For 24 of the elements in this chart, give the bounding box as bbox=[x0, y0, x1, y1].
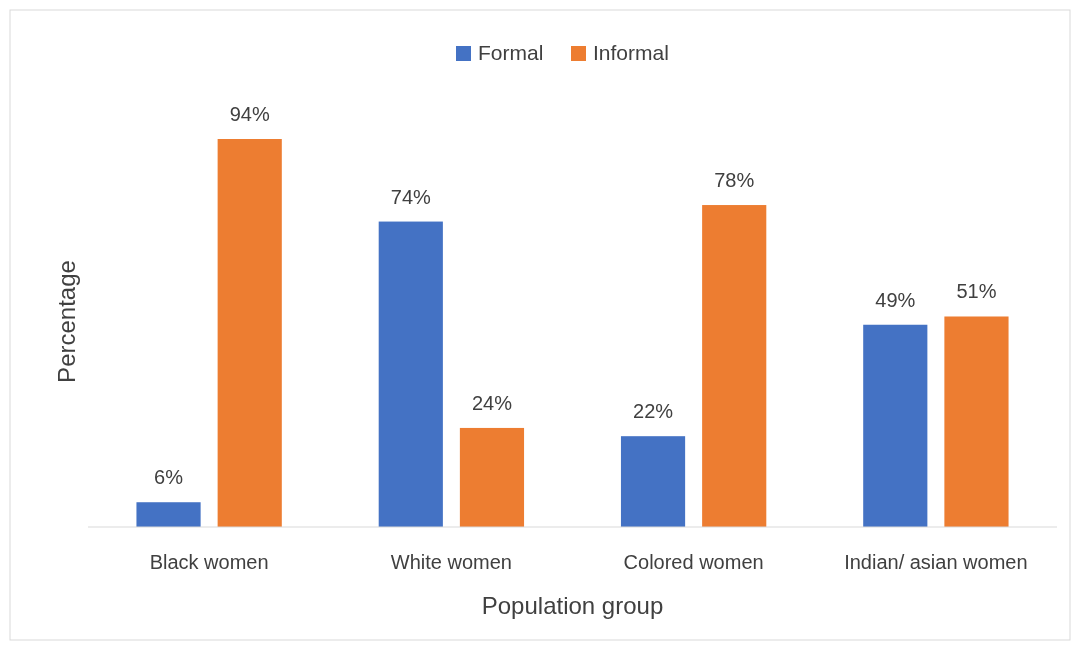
data-label: 49% bbox=[875, 288, 916, 311]
x-axis-title: Population group bbox=[481, 592, 664, 619]
x-tick-label: Indian/ asian women bbox=[844, 551, 1028, 573]
data-label: 24% bbox=[471, 391, 513, 414]
legend-label: Informal bbox=[593, 41, 669, 64]
y-axis-title: Percentage bbox=[53, 260, 80, 383]
data-label: 51% bbox=[956, 280, 997, 303]
data-label: 74% bbox=[390, 185, 432, 208]
x-tick-label: Black women bbox=[149, 551, 269, 573]
bar bbox=[620, 436, 686, 527]
x-tick-label: Colored women bbox=[623, 551, 764, 573]
data-label: 22% bbox=[633, 400, 674, 423]
bar bbox=[459, 427, 525, 527]
bar bbox=[378, 221, 443, 527]
bar bbox=[944, 316, 1009, 527]
data-label: 78% bbox=[714, 169, 755, 192]
bar bbox=[217, 139, 282, 527]
data-label: 6% bbox=[154, 466, 184, 489]
x-tick-label: White women bbox=[390, 551, 512, 573]
bar bbox=[702, 205, 767, 527]
legend-label: Formal bbox=[478, 41, 544, 64]
bar bbox=[136, 502, 201, 527]
bar bbox=[863, 324, 928, 527]
data-label: 94% bbox=[229, 103, 270, 125]
